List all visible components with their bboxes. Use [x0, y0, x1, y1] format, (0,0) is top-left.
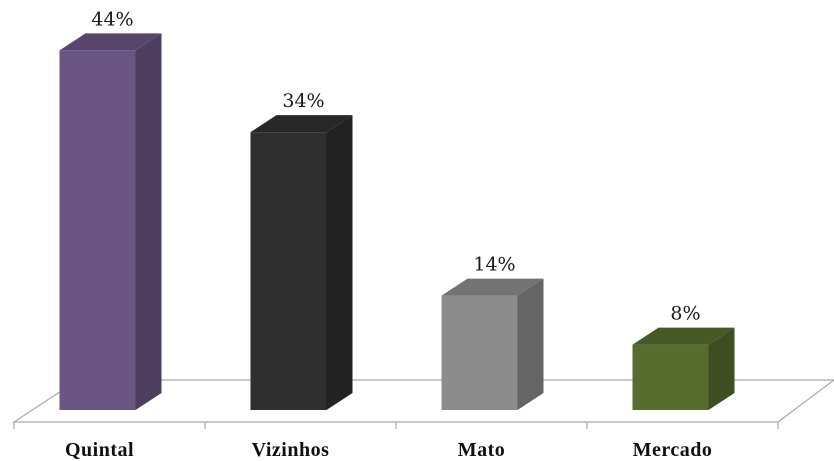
bar-quintal-side: [135, 33, 162, 410]
data-label-mercado: 8%: [670, 303, 700, 325]
bar-mato-top: [441, 278, 544, 296]
bar-mato-side: [517, 278, 544, 410]
category-label-vizinhos: Vizinhos: [252, 439, 330, 461]
bar-quintal-front: [59, 50, 136, 410]
data-label-vizinhos: 34%: [282, 90, 324, 112]
bar-mercado-front: [632, 344, 709, 410]
bar-quintal: [59, 33, 162, 410]
bar-mercado-side: [708, 327, 735, 410]
category-labels: Quintal Vizinhos Mato Mercado: [65, 439, 712, 461]
bar-vizinhos: [250, 115, 353, 410]
bar-vizinhos-top: [250, 115, 353, 133]
bar-mercado: [632, 327, 735, 410]
bar-vizinhos-side: [326, 115, 353, 410]
bar-mercado-top: [632, 327, 735, 345]
bar-mato-front: [441, 295, 518, 410]
data-label-mato: 14%: [473, 254, 515, 276]
bar-quintal-top: [59, 33, 162, 51]
category-label-quintal: Quintal: [65, 439, 134, 461]
bar-mato: [441, 278, 544, 410]
category-label-mercado: Mercado: [633, 439, 713, 461]
category-ticks: [13, 422, 779, 429]
category-label-mato: Mato: [458, 439, 506, 461]
bar-series: [59, 33, 735, 410]
data-label-quintal: 44%: [91, 8, 133, 30]
chart-floor: [11, 379, 834, 423]
data-labels: 44% 34% 14% 8%: [91, 8, 700, 324]
bar-vizinhos-front: [250, 132, 327, 410]
